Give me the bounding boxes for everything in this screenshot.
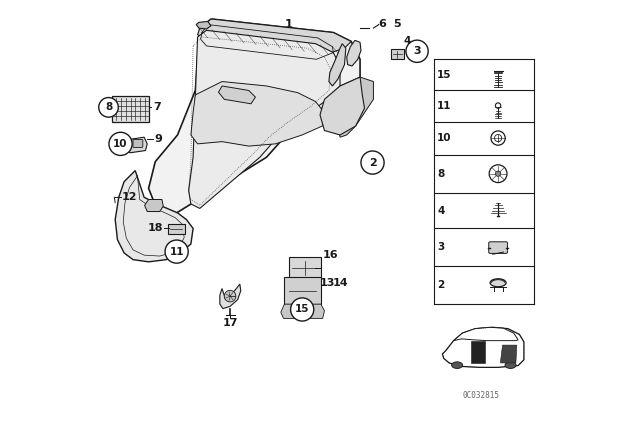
Circle shape [109,132,132,155]
FancyBboxPatch shape [391,49,404,59]
Text: 11: 11 [437,101,452,111]
FancyBboxPatch shape [489,242,508,254]
Text: 2: 2 [369,158,376,168]
Polygon shape [329,44,346,86]
Text: 7: 7 [153,102,161,112]
Text: 10: 10 [113,139,128,149]
Text: 10: 10 [437,134,452,143]
Polygon shape [347,41,361,66]
Text: 11: 11 [170,246,184,257]
Polygon shape [218,86,255,104]
Polygon shape [115,171,193,262]
Polygon shape [191,82,324,146]
Text: 2: 2 [437,280,444,290]
FancyBboxPatch shape [168,224,185,234]
Ellipse shape [452,362,463,368]
Text: 13: 13 [320,278,335,288]
Polygon shape [198,19,351,55]
FancyBboxPatch shape [111,96,150,121]
Ellipse shape [505,362,516,368]
Polygon shape [145,199,163,211]
Polygon shape [220,284,241,309]
Text: 15: 15 [437,70,452,80]
Polygon shape [320,77,365,135]
Text: 14: 14 [332,278,348,288]
FancyBboxPatch shape [133,139,143,147]
Circle shape [99,98,118,117]
Circle shape [165,240,188,263]
Text: 4: 4 [404,35,411,46]
Text: 8: 8 [105,102,112,112]
Ellipse shape [490,279,506,287]
Text: 16: 16 [322,250,338,260]
Text: 4: 4 [437,206,444,215]
Text: 8: 8 [437,169,444,179]
Polygon shape [189,30,340,208]
Text: 12: 12 [122,192,138,202]
Polygon shape [281,304,324,319]
Text: 6: 6 [378,19,387,29]
Text: 3: 3 [437,242,444,252]
FancyBboxPatch shape [289,257,321,278]
Polygon shape [454,327,518,340]
Circle shape [224,290,236,302]
Text: 3: 3 [413,46,421,56]
Text: 18: 18 [148,224,163,233]
Polygon shape [196,22,211,29]
Circle shape [291,298,314,321]
Circle shape [495,171,500,177]
Polygon shape [148,19,360,215]
Text: 15: 15 [295,305,310,314]
Polygon shape [338,77,373,137]
Text: 9: 9 [154,134,163,144]
Text: 17: 17 [222,318,238,328]
Polygon shape [124,137,147,153]
Text: 5: 5 [393,19,401,29]
Polygon shape [500,345,516,363]
Polygon shape [472,340,484,363]
FancyBboxPatch shape [284,277,321,304]
Circle shape [361,151,384,174]
Circle shape [406,40,428,62]
Polygon shape [442,327,524,367]
Text: 0C032815: 0C032815 [463,391,500,400]
Text: 1: 1 [285,18,293,31]
